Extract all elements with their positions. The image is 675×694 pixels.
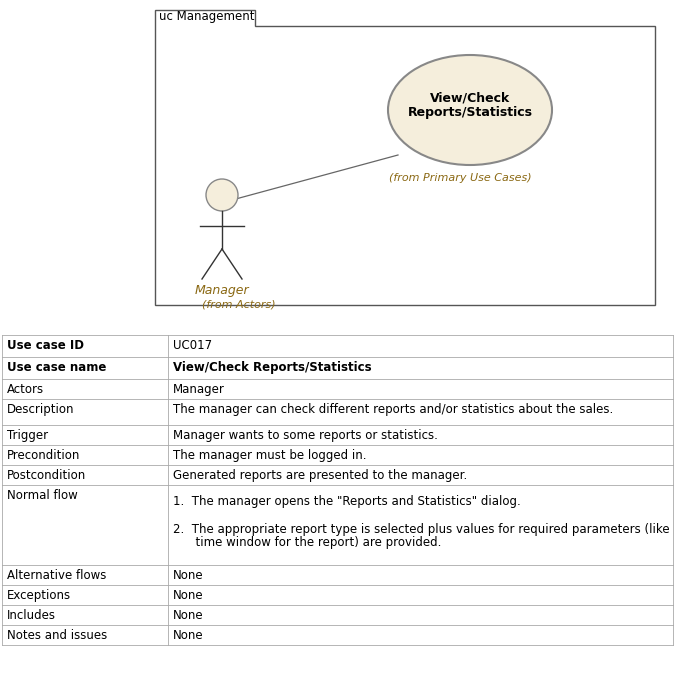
- Text: Manager: Manager: [173, 383, 225, 396]
- Text: Alternative flows: Alternative flows: [7, 569, 107, 582]
- Text: 2.  The appropriate report type is selected plus values for required parameters : 2. The appropriate report type is select…: [173, 523, 670, 536]
- Text: time window for the report) are provided.: time window for the report) are provided…: [173, 536, 441, 549]
- Text: The manager can check different reports and/or statistics about the sales.: The manager can check different reports …: [173, 403, 614, 416]
- Text: None: None: [173, 569, 204, 582]
- Text: Manager: Manager: [194, 284, 249, 297]
- Text: Use case ID: Use case ID: [7, 339, 84, 352]
- Text: Generated reports are presented to the manager.: Generated reports are presented to the m…: [173, 469, 467, 482]
- Text: (from Primary Use Cases): (from Primary Use Cases): [389, 173, 531, 183]
- Text: None: None: [173, 629, 204, 642]
- Text: View/Check Reports/Statistics: View/Check Reports/Statistics: [173, 361, 372, 374]
- Text: Actors: Actors: [7, 383, 44, 396]
- Text: Notes and issues: Notes and issues: [7, 629, 107, 642]
- Text: UC017: UC017: [173, 339, 212, 352]
- Text: View/Check
Reports/Statistics: View/Check Reports/Statistics: [408, 91, 533, 119]
- Text: Use case name: Use case name: [7, 361, 107, 374]
- Text: Manager wants to some reports or statistics.: Manager wants to some reports or statist…: [173, 429, 438, 442]
- Text: Trigger: Trigger: [7, 429, 48, 442]
- Text: Precondition: Precondition: [7, 449, 80, 462]
- Text: The manager must be logged in.: The manager must be logged in.: [173, 449, 367, 462]
- Text: Postcondition: Postcondition: [7, 469, 86, 482]
- Text: (from Actors): (from Actors): [202, 299, 275, 309]
- Text: None: None: [173, 589, 204, 602]
- Text: 1.  The manager opens the "Reports and Statistics" dialog.: 1. The manager opens the "Reports and St…: [173, 495, 520, 508]
- Text: uc Management: uc Management: [159, 10, 254, 23]
- Text: Includes: Includes: [7, 609, 56, 622]
- Text: Exceptions: Exceptions: [7, 589, 71, 602]
- Circle shape: [206, 179, 238, 211]
- Text: None: None: [173, 609, 204, 622]
- Text: Normal flow: Normal flow: [7, 489, 78, 502]
- Text: Description: Description: [7, 403, 74, 416]
- Ellipse shape: [388, 55, 552, 165]
